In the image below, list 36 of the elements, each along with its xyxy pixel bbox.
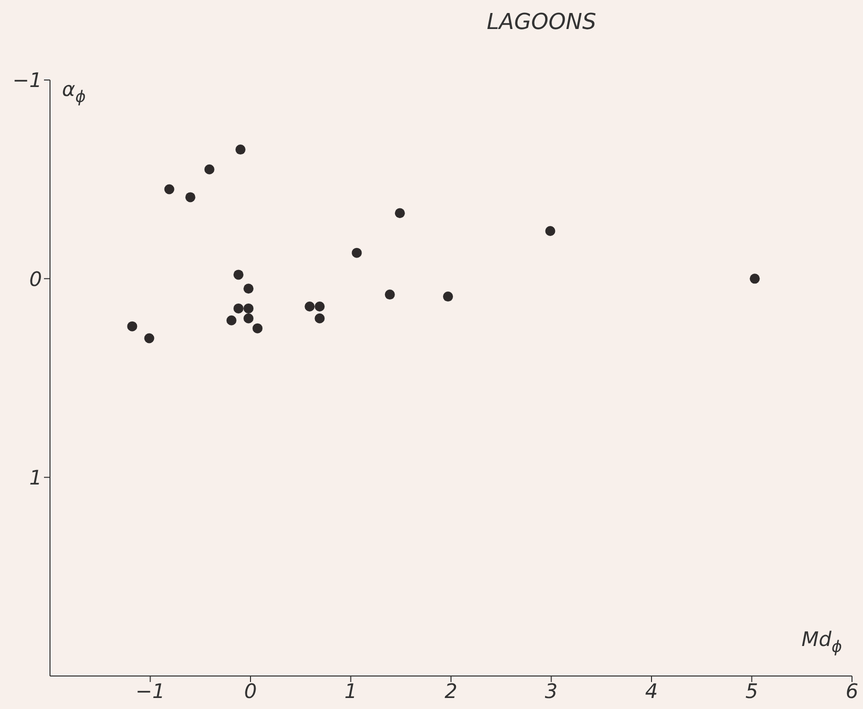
x-tick-label: 4: [645, 679, 658, 704]
x-tick-label: 0: [244, 679, 257, 704]
point: [750, 274, 760, 284]
point: [235, 144, 246, 155]
y-tick-label: 1: [29, 465, 42, 490]
point: [243, 313, 254, 324]
point: [442, 292, 453, 302]
x-tick-label: 2: [444, 679, 458, 704]
point: [144, 333, 154, 344]
y-tick-label: 0: [29, 266, 42, 291]
point: [394, 208, 405, 218]
point: [304, 301, 315, 312]
y-tick-label: −1: [12, 68, 42, 92]
x-tick-label: 3: [544, 679, 558, 704]
point: [545, 226, 556, 236]
x-axis-title: Md$_{ϕ}$: [801, 627, 842, 656]
point: [252, 323, 263, 334]
point: [243, 284, 254, 294]
point: [226, 315, 236, 326]
x-tick-label: 5: [745, 679, 758, 704]
point: [127, 321, 138, 332]
point: [384, 290, 395, 300]
point: [352, 248, 362, 258]
x-tick-label: −1: [136, 679, 165, 704]
x-tick-label: 6: [846, 679, 858, 704]
point: [233, 270, 244, 280]
point: [164, 184, 174, 194]
chart-title: LAGOONS: [486, 10, 598, 35]
y-axis-title: α$_{ϕ}$: [62, 77, 86, 106]
x-tick-label: 1: [344, 679, 358, 704]
point: [314, 313, 325, 324]
point: [204, 164, 214, 174]
point: [243, 303, 254, 314]
point: [185, 192, 196, 202]
point: [314, 301, 325, 312]
point: [233, 303, 244, 314]
